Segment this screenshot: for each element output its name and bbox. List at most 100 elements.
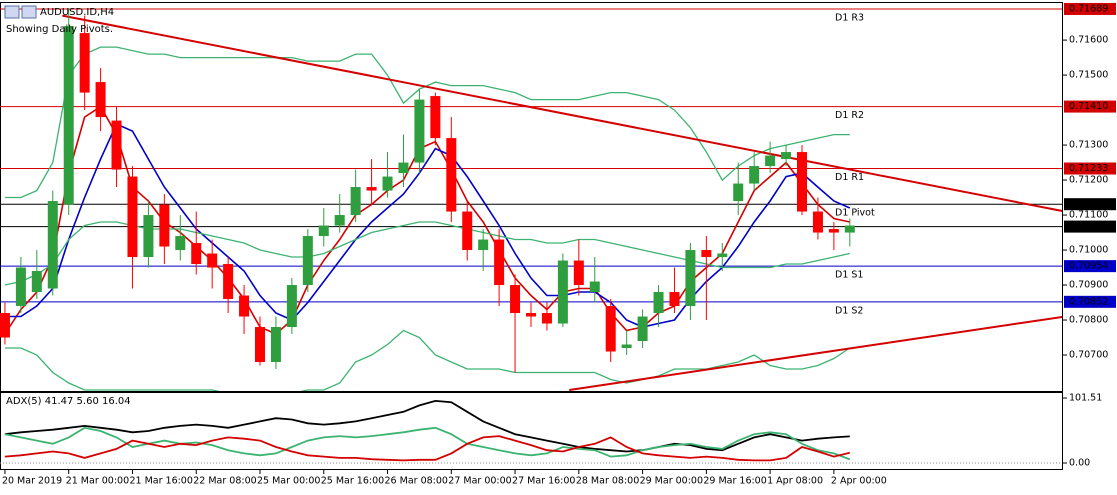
candle-body xyxy=(15,267,26,307)
candle-body xyxy=(557,260,568,324)
candle-body xyxy=(765,155,776,167)
x-tick-label: 1 Apr 08:00 xyxy=(767,476,823,487)
candle-body xyxy=(812,211,823,233)
candle-body xyxy=(589,281,600,293)
candle-body xyxy=(781,152,792,160)
pivot-name: D1 S2 xyxy=(835,305,863,316)
candle-body xyxy=(350,187,361,216)
candle-body xyxy=(191,243,202,265)
candle-body xyxy=(382,176,393,191)
x-tick-label: 20 Mar 2019 xyxy=(2,476,62,487)
candle-body xyxy=(669,292,680,307)
trendline xyxy=(569,315,1062,391)
candle-body xyxy=(573,260,584,286)
pivot-name: D1 R3 xyxy=(835,12,864,23)
trendline xyxy=(62,14,1062,212)
candle-body xyxy=(318,225,329,237)
candle-body xyxy=(0,313,10,338)
price-box-label: 0.71131 xyxy=(1069,199,1108,210)
candle-body xyxy=(302,236,313,286)
indicator-line xyxy=(4,46,850,199)
x-tick-label: 2 Apr 00:00 xyxy=(831,476,887,487)
candle-body xyxy=(605,306,616,352)
candle-body xyxy=(175,236,186,251)
y-tick-label: 0.70700 xyxy=(1069,350,1108,361)
adx-tick-label: 101.51 xyxy=(1069,393,1102,404)
candle-body xyxy=(270,327,281,363)
x-tick-label: 21 Mar 16:00 xyxy=(129,476,192,487)
candle-body xyxy=(111,120,122,170)
y-tick-label: 0.71200 xyxy=(1069,175,1108,186)
candle-body xyxy=(733,183,744,202)
candle-body xyxy=(159,204,170,247)
adx-plot xyxy=(0,399,1062,464)
candle-body xyxy=(239,295,250,317)
candle-body xyxy=(494,239,505,286)
price-box xyxy=(1064,295,1116,308)
candle-body xyxy=(446,138,457,212)
candle-body xyxy=(286,285,297,328)
pivot-name: D1 Pivot xyxy=(835,208,875,219)
price-box xyxy=(1064,100,1116,113)
candle-body xyxy=(127,176,138,258)
y-tick-label: 0.70800 xyxy=(1069,315,1108,326)
x-tick-label: 29 Mar 16:00 xyxy=(703,476,766,487)
candle-body xyxy=(31,271,42,293)
candle-body xyxy=(366,187,377,191)
candle-body xyxy=(685,250,696,307)
candle-body xyxy=(844,225,855,233)
main-plot: D1 R3 D1 R2 D1 R1 D1 Pivot D1 S1 D1 S2 xyxy=(0,8,1062,391)
candle-body xyxy=(207,253,218,268)
candle-body xyxy=(255,327,266,363)
candle-body xyxy=(828,229,839,233)
candle-body xyxy=(430,96,441,139)
candle-body xyxy=(621,344,632,349)
x-tick-label: 28 Mar 08:00 xyxy=(576,476,639,487)
price-box-label: 0.71067 xyxy=(1069,221,1108,232)
indicator-line xyxy=(4,123,851,328)
subtitle: Showing Daily Pivots. xyxy=(6,24,113,35)
price-box xyxy=(1064,220,1116,233)
adx-frame xyxy=(0,392,1063,470)
x-tick-label: 27 Mar 00:00 xyxy=(448,476,511,487)
candle-body xyxy=(95,82,106,118)
price-box-label: 0.70954 xyxy=(1069,261,1108,272)
candle-body xyxy=(47,201,58,289)
candle-body xyxy=(79,33,90,93)
candle-body xyxy=(462,211,473,251)
axes: 0.716000.715000.713000.712000.711000.710… xyxy=(2,2,1116,487)
x-tick-label: 29 Mar 00:00 xyxy=(640,476,703,487)
x-tick-label: 26 Mar 08:00 xyxy=(385,476,448,487)
price-box-label: 0.70852 xyxy=(1069,296,1108,307)
candle-body xyxy=(478,239,489,251)
x-tick-label: 22 Mar 08:00 xyxy=(193,476,256,487)
pivot-name: D1 S1 xyxy=(835,270,863,281)
candle-body xyxy=(717,253,728,258)
adx-title: ADX(5) 41.47 5.60 16.04 xyxy=(6,396,131,407)
price-box-label: 0.71233 xyxy=(1069,163,1108,174)
adx-tick-label: 0.00 xyxy=(1069,458,1090,469)
price-box-label: 0.71410 xyxy=(1069,101,1108,112)
candle-body xyxy=(510,285,521,314)
candle-body xyxy=(653,292,664,314)
symbol: AUDUSD.ID,H4 xyxy=(40,7,114,18)
pivot-name: D1 R2 xyxy=(835,110,864,121)
candle-body xyxy=(63,26,74,205)
y-tick-label: 0.71000 xyxy=(1069,245,1108,256)
chart-icon xyxy=(4,5,20,19)
candle-body xyxy=(701,250,712,258)
candle-body xyxy=(749,166,760,184)
price-box-label: 0.71689 xyxy=(1069,3,1108,14)
candle-body xyxy=(541,313,552,324)
adx-line xyxy=(4,426,851,461)
candle-body xyxy=(526,313,536,317)
candle-body xyxy=(334,215,345,226)
price-box xyxy=(1064,260,1116,273)
candle-body xyxy=(414,99,425,163)
x-tick-label: 25 Mar 16:00 xyxy=(321,476,384,487)
candle-body xyxy=(637,316,648,342)
price-box xyxy=(1064,162,1116,175)
x-tick-label: 21 Mar 00:00 xyxy=(66,476,129,487)
